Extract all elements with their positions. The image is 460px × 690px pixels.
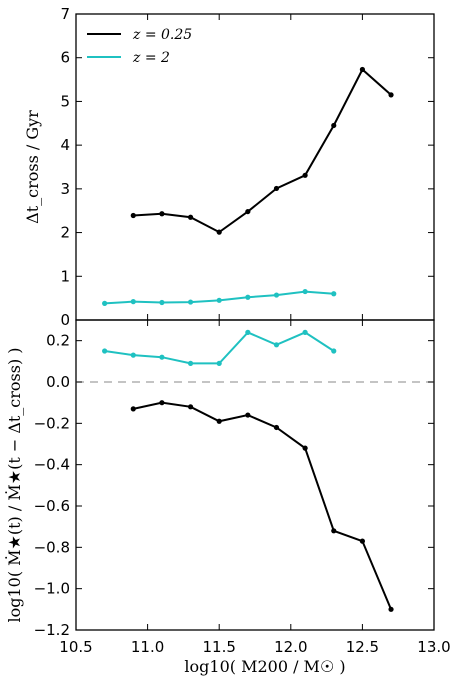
bottom-panel: −1.2−1.0−0.8−0.6−0.4−0.20.00.2 10.5 11.0 1… bbox=[4, 14, 451, 676]
bottom-x-ticks: 10.5 11.0 11.5 12.0 12.5 13.0 bbox=[59, 14, 451, 656]
bottom-series-line-z2 bbox=[104, 331, 335, 365]
bottom-point-z2 bbox=[302, 329, 308, 335]
top-point-z2 bbox=[302, 288, 308, 295]
legend-label-z2: z = 2 bbox=[132, 50, 170, 66]
x-tick-label: 12.5 bbox=[346, 638, 379, 656]
bottom-y-tick-label: −0.4 bbox=[34, 456, 70, 474]
top-point-z2 bbox=[159, 299, 165, 306]
top-point-z025 bbox=[359, 66, 365, 73]
bottom-point-z025 bbox=[187, 404, 194, 410]
top-y-tick-label: 4 bbox=[60, 136, 70, 154]
bottom-point-z2 bbox=[273, 342, 280, 348]
top-point-z2 bbox=[245, 294, 251, 300]
bottom-point-z025 bbox=[216, 418, 222, 424]
top-series-line-z025 bbox=[133, 67, 392, 234]
bottom-series-lines bbox=[104, 331, 392, 610]
top-point-z2 bbox=[130, 299, 136, 305]
top-panel-frame bbox=[75, 13, 435, 321]
top-y-tick-label: 2 bbox=[60, 224, 70, 242]
top-y-ticks: 0 1 2 3 4 5 6 7 bbox=[60, 5, 434, 329]
bottom-point-z025 bbox=[331, 528, 337, 534]
top-point-z2 bbox=[216, 297, 222, 303]
bottom-point-z025 bbox=[273, 424, 280, 431]
top-point-z2 bbox=[273, 292, 280, 298]
x-tick-label: 12.0 bbox=[274, 638, 307, 656]
top-point-z2 bbox=[187, 299, 194, 305]
bottom-point-z025 bbox=[359, 538, 365, 544]
bottom-point-z2 bbox=[130, 352, 136, 358]
top-point-z025 bbox=[331, 122, 337, 129]
bottom-y-tick-label: −0.8 bbox=[34, 538, 70, 556]
x-tick-label: 11.0 bbox=[131, 638, 164, 656]
bottom-point-z2 bbox=[331, 348, 337, 354]
top-point-z025 bbox=[130, 212, 136, 219]
top-y-tick-label: 0 bbox=[60, 311, 70, 329]
top-point-z025 bbox=[216, 229, 222, 235]
bottom-y-tick-label: −1.0 bbox=[34, 580, 70, 598]
x-tick-label: 10.5 bbox=[59, 638, 92, 656]
top-point-z025 bbox=[159, 211, 165, 217]
bottom-panel-frame bbox=[75, 319, 435, 631]
x-axis-label: log10( M200 / M☉ ) bbox=[184, 657, 345, 676]
bottom-point-z025 bbox=[159, 400, 165, 406]
top-y-axis-label: Δt_cross / Gyr bbox=[23, 110, 42, 224]
top-point-z025 bbox=[388, 92, 394, 98]
top-point-z2 bbox=[102, 300, 108, 306]
top-point-z025 bbox=[302, 172, 308, 178]
bottom-y-tick-label: −0.6 bbox=[34, 497, 70, 515]
bottom-point-z025 bbox=[388, 606, 394, 612]
legend: z = 0.25 z = 2 bbox=[87, 27, 192, 66]
bottom-point-z025 bbox=[302, 445, 308, 451]
top-y-tick-label: 1 bbox=[60, 267, 70, 285]
top-point-z025 bbox=[245, 208, 251, 215]
top-y-tick-label: 6 bbox=[60, 49, 70, 67]
bottom-point-z2 bbox=[216, 360, 222, 366]
bottom-series-points bbox=[102, 329, 394, 612]
bottom-y-tick-label: 0.0 bbox=[46, 373, 70, 391]
bottom-point-z2 bbox=[245, 329, 251, 335]
top-point-z025 bbox=[273, 185, 280, 192]
x-tick-label: 13.0 bbox=[417, 638, 450, 656]
bottom-point-z025 bbox=[130, 406, 136, 412]
top-y-tick-label: 7 bbox=[60, 5, 70, 23]
bottom-y-tick-label: 0.2 bbox=[46, 332, 70, 350]
bottom-y-ticks: −1.2 −1.0 −0.8 −0.6 −0.4 −0.2 0.0 0.2 bbox=[34, 332, 434, 639]
top-series-lines bbox=[104, 67, 392, 305]
bottom-y-tick-label: −0.2 bbox=[34, 414, 70, 432]
top-panel: 0 1 2 3 4 5 6 7 z = 0.25 z = 2 Δt_cross / Gyr bbox=[23, 5, 435, 329]
x-tick-label: 11.5 bbox=[202, 638, 235, 656]
bottom-y-tick-label: −1.2 bbox=[34, 621, 70, 639]
top-y-tick-label: 5 bbox=[60, 92, 70, 110]
bottom-series-line-z025 bbox=[133, 401, 392, 610]
top-point-z2 bbox=[331, 291, 337, 297]
top-point-z025 bbox=[187, 214, 194, 220]
bottom-y-axis-label: log10( Ṁ★(t) / Ṁ★(t − Δt_cross) ) bbox=[4, 347, 24, 622]
legend-label-z025: z = 0.25 bbox=[132, 27, 192, 43]
bottom-point-z2 bbox=[187, 360, 194, 366]
top-y-tick-label: 3 bbox=[60, 180, 70, 198]
bottom-point-z025 bbox=[245, 412, 251, 418]
bottom-point-z2 bbox=[159, 354, 165, 360]
top-series-points bbox=[102, 66, 394, 306]
bottom-point-z2 bbox=[102, 348, 108, 354]
